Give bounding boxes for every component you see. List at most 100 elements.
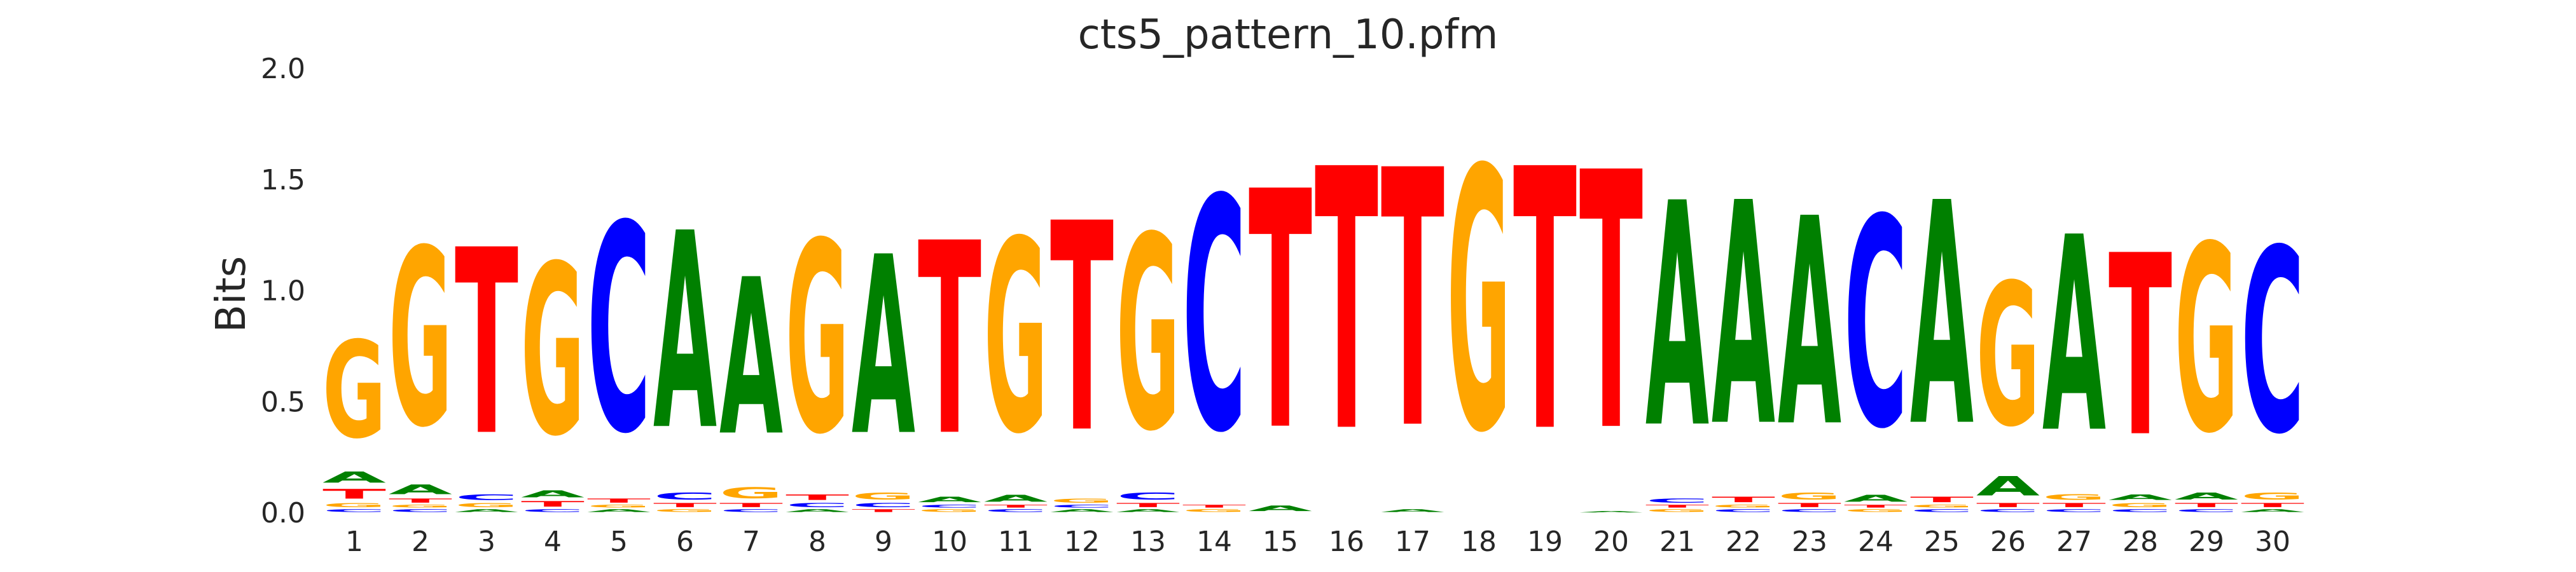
logo-letter-A: A [1116, 508, 1180, 513]
logo-letter-G: G [2042, 493, 2106, 502]
logo-letter-A: A [1249, 504, 1312, 513]
x-tick-label: 11 [998, 526, 1034, 558]
logo-letter-C: C [322, 508, 386, 513]
logo-letter-T: T [1645, 504, 1709, 508]
logo-letter-T: T [1579, 99, 1644, 510]
x-tick-label: 26 [1990, 526, 2026, 558]
logo-letter-A: A [455, 508, 518, 513]
logo-letter-G: G [455, 502, 518, 508]
y-tick-label: 0.5 [261, 386, 305, 418]
logo-letter-G: G [322, 502, 386, 508]
logo-letter-G: G [1182, 508, 1246, 513]
logo-letter-C: C [587, 166, 651, 497]
logo-letter-T: T [2109, 203, 2173, 493]
logo-letter-A: A [2042, 181, 2107, 492]
logo-letter-C: C [2175, 508, 2238, 513]
logo-letter-A: A [322, 468, 386, 486]
logo-letter-G: G [1116, 180, 1180, 489]
logo-letter-C: C [786, 502, 849, 508]
logo-letter-C: C [852, 502, 915, 508]
logo-letter-G: G [322, 314, 386, 468]
x-tick-label: 24 [1858, 526, 1894, 558]
logo-letter-G: G [1645, 508, 1709, 513]
logo-letter-A: A [1976, 471, 2040, 502]
x-tick-label: 22 [1726, 526, 1761, 558]
logo-letter-A: A [984, 493, 1048, 504]
logo-letter-A: A [1050, 508, 1114, 513]
logo-letter-C: C [1712, 508, 1775, 513]
logo-letter-A: A [1910, 139, 1974, 494]
x-tick-label: 10 [932, 526, 967, 558]
x-tick-label: 4 [544, 526, 562, 558]
logo-letter-C: C [1116, 491, 1180, 501]
logo-letter-G: G [2109, 502, 2172, 508]
logo-letter-T: T [1315, 95, 1379, 512]
y-axis: 0.0 0.5 1.0 1.5 2.0 [261, 53, 305, 529]
logo-letter-C: C [1778, 508, 1841, 513]
logo-letter-A: A [521, 489, 585, 500]
logo-letter-C: C [1910, 508, 1974, 513]
logo-letter-A: A [1381, 508, 1444, 513]
logo-letter-A: A [587, 508, 651, 513]
x-tick-label: 20 [1593, 526, 1629, 558]
logo-letter-G: G [1844, 508, 1908, 513]
y-tick-label: 2.0 [261, 53, 305, 85]
x-tick-label: 12 [1064, 526, 1100, 558]
x-tick-label: 21 [1659, 526, 1695, 558]
logo-letter-G: G [786, 187, 849, 492]
x-tick-label: 23 [1792, 526, 1827, 558]
logo-letter-G: G [653, 508, 717, 513]
x-axis: 1 2 3 4 5 6 7 8 9 10 11 12 13 14 15 16 17 18 19 20 21 22 23 24 2… [345, 526, 2290, 558]
logo-letter-T: T [1050, 163, 1114, 497]
logo-letter-C: C [389, 508, 452, 513]
logo-letter-T: T [1976, 502, 2040, 508]
logo-letter-C: C [1645, 498, 1709, 504]
logo-letter-C: C [719, 508, 783, 513]
logo-letter-C: C [2241, 196, 2304, 491]
logo-letter-G: G [1050, 498, 1114, 504]
logo-letter-C: C [2042, 508, 2106, 513]
logo-letter-T: T [786, 493, 849, 502]
logo-letter-G: G [1778, 491, 1841, 501]
y-tick-label: 1.0 [261, 275, 305, 308]
logo-letter-T: T [1182, 504, 1246, 508]
logo-letter-T: T [587, 498, 651, 504]
x-tick-label: 3 [478, 526, 495, 558]
logo-letter-A: A [852, 205, 916, 490]
logo-letter-T: T [719, 502, 783, 508]
logo-letter-C: C [2109, 508, 2172, 513]
letter-stacks: CGTAGCGTAGAGCTCTAGAGTCGTCACTGAACTGTCGAGC… [322, 95, 2304, 513]
y-tick-label: 0.0 [261, 497, 305, 529]
x-tick-label: 13 [1130, 526, 1166, 558]
logo-letter-T: T [1712, 495, 1775, 504]
logo-letter-T: T [1381, 96, 1445, 507]
logo-letter-G: G [918, 508, 981, 513]
y-tick-label: 1.5 [261, 164, 305, 196]
logo-letter-A: A [2109, 493, 2172, 502]
x-tick-label: 25 [1924, 526, 1960, 558]
logo-letter-T: T [1844, 504, 1908, 508]
logo-letter-T: T [653, 502, 717, 508]
logo-letter-C: C [455, 493, 518, 502]
logo-letter-A: A [1778, 158, 1842, 490]
x-tick-label: 18 [1461, 526, 1497, 558]
chart-title: cts5_pattern_10.pfm [1077, 11, 1499, 58]
logo-letter-C: C [984, 508, 1048, 513]
logo-letter-T: T [1778, 502, 1841, 508]
x-tick-label: 19 [1527, 526, 1563, 558]
logo-letter-A: A [719, 235, 783, 484]
x-tick-label: 9 [875, 526, 892, 558]
x-tick-label: 6 [676, 526, 694, 558]
logo-letter-T: T [2042, 502, 2106, 508]
logo-letter-G: G [1712, 504, 1775, 508]
logo-letter-T: T [984, 504, 1048, 508]
logo-letter-A: A [1712, 139, 1776, 494]
logo-letter-T: T [521, 500, 585, 508]
logo-letter-A: A [653, 176, 717, 490]
logo-letter-T: T [1116, 502, 1180, 508]
logo-letter-A: A [2175, 491, 2238, 501]
logo-letter-T: T [1513, 95, 1577, 512]
x-tick-label: 16 [1329, 526, 1364, 558]
x-tick-label: 29 [2189, 526, 2224, 558]
x-tick-label: 17 [1395, 526, 1430, 558]
